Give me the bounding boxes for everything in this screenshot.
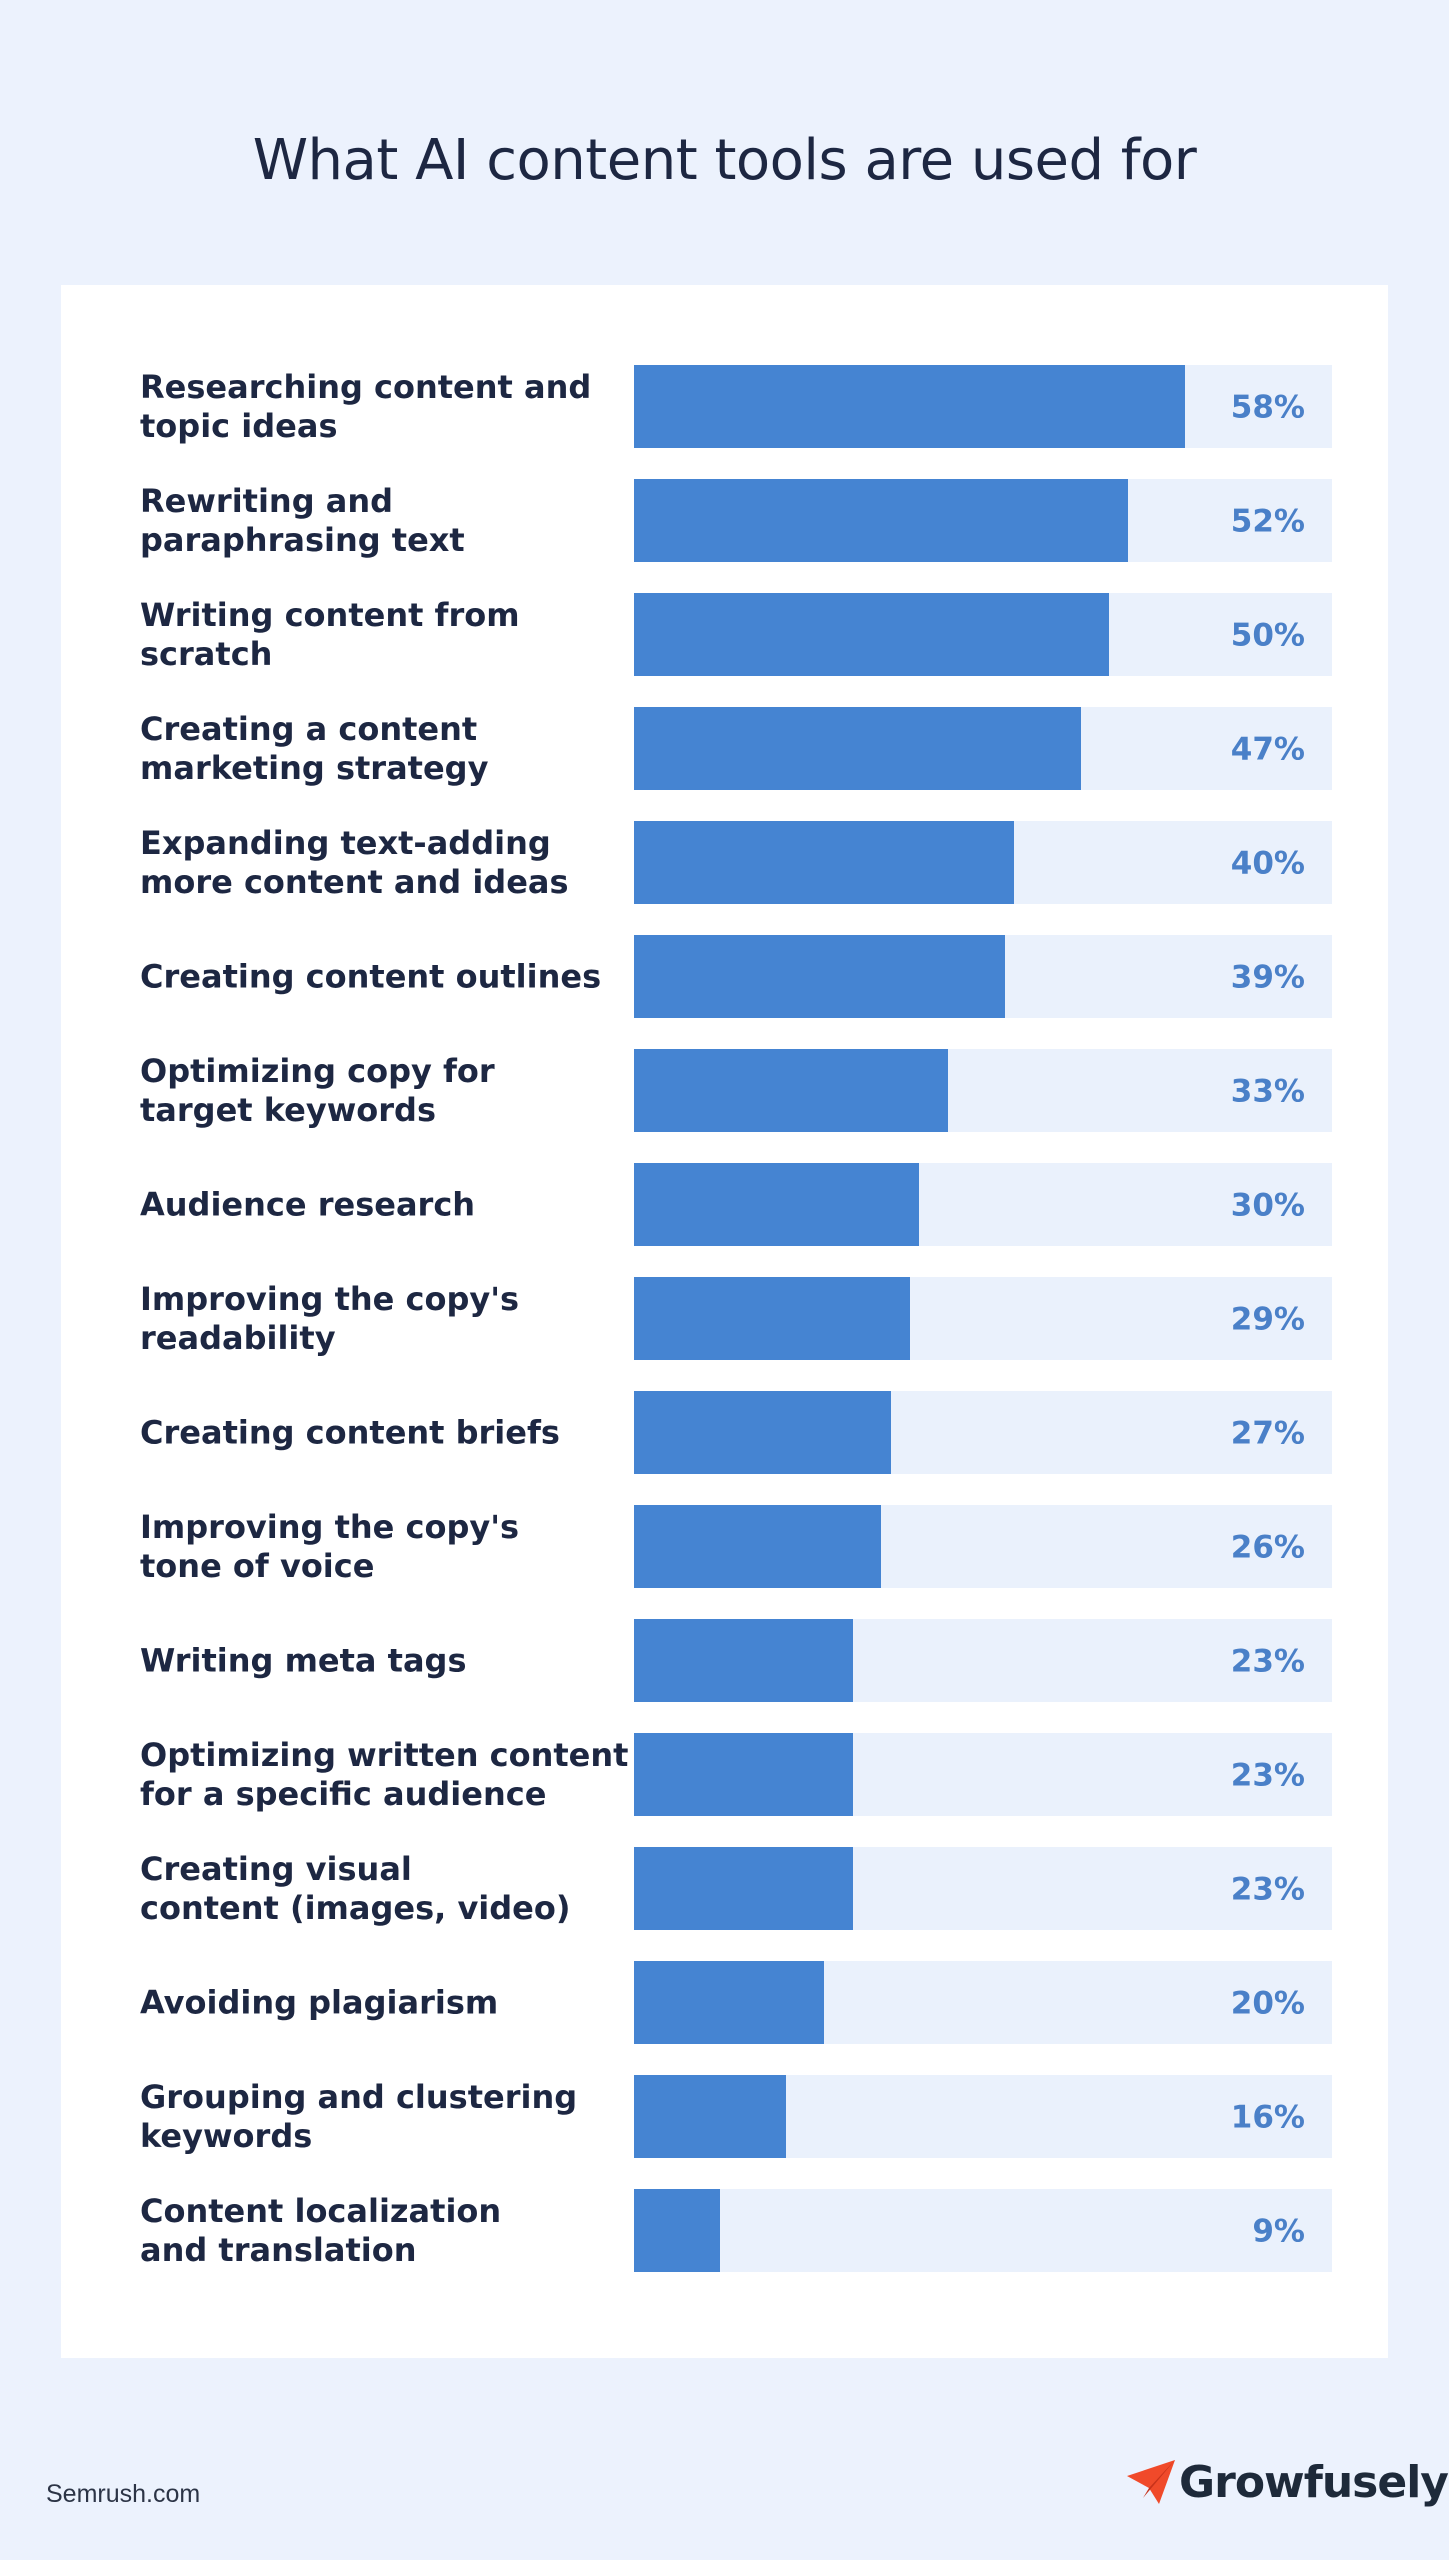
value-label: 16% <box>1231 2100 1305 2136</box>
category-label: Grouping and clustering keywords <box>140 2078 577 2155</box>
value-label: 39% <box>1231 960 1305 996</box>
category-label-line: Avoiding plagiarism <box>140 1984 498 2022</box>
category-label-line: and translation <box>140 2231 417 2269</box>
category-label: Improving the copy's tone of voice <box>140 1508 519 1585</box>
value-label: 9% <box>1252 2214 1305 2250</box>
category-label-line: target keywords <box>140 1091 436 1129</box>
category-label: Optimizing written content for a specific… <box>140 1736 628 1813</box>
category-label-line: Optimizing written content <box>140 1736 628 1774</box>
bar-rows: Researching content and topic ideas 58% Rew… <box>140 365 1332 2272</box>
category-label-line: topic ideas <box>140 407 337 445</box>
category-label-line: content (images, video) <box>140 1889 570 1927</box>
category-label-line: readability <box>140 1319 336 1357</box>
category-label: Creating a content marketing strategy <box>140 710 489 787</box>
bar <box>634 593 1109 676</box>
bar <box>634 2189 720 2272</box>
bar <box>634 1049 948 1132</box>
bar <box>634 1391 891 1474</box>
brand-logo: Growfusely <box>1125 2450 1449 2514</box>
bar <box>634 365 1185 448</box>
category-label-line: Grouping and clustering <box>140 2078 577 2116</box>
category-label: Writing content from scratch <box>140 596 520 673</box>
paper-plane-icon <box>1127 2460 1175 2504</box>
value-label: 47% <box>1231 732 1305 768</box>
bar <box>634 1163 919 1246</box>
value-label: 40% <box>1231 846 1305 882</box>
bar <box>634 1961 824 2044</box>
chart-title: What AI content tools are used for <box>252 128 1197 193</box>
category-label-line: Audience research <box>140 1186 475 1224</box>
category-label-line: Optimizing copy for <box>140 1052 495 1090</box>
category-label: Researching content and topic ideas <box>140 368 591 445</box>
value-label: 52% <box>1231 504 1305 540</box>
bar <box>634 1505 881 1588</box>
category-label-line: paraphrasing text <box>140 521 465 559</box>
category-label-line: tone of voice <box>140 1547 374 1585</box>
category-label-line: Content localization <box>140 2192 501 2230</box>
category-label-line: Expanding text-adding <box>140 824 551 862</box>
value-label: 23% <box>1231 1644 1305 1680</box>
bar <box>634 1277 910 1360</box>
bar <box>634 821 1014 904</box>
value-label: 27% <box>1231 1416 1305 1452</box>
category-label-line: Improving the copy's <box>140 1508 519 1546</box>
category-label-line: more content and ideas <box>140 863 569 901</box>
category-label-line: keywords <box>140 2117 312 2155</box>
category-label: Avoiding plagiarism <box>140 1984 498 2022</box>
value-label: 23% <box>1231 1872 1305 1908</box>
bar <box>634 707 1081 790</box>
category-label-line: Improving the copy's <box>140 1280 519 1318</box>
category-label: Expanding text-adding more content and id… <box>140 824 569 901</box>
category-label-line: Writing meta tags <box>140 1642 467 1680</box>
category-label-line: Writing content from <box>140 596 520 634</box>
value-label: 20% <box>1231 1986 1305 2022</box>
bar-track <box>634 2189 1332 2272</box>
value-label: 29% <box>1231 1302 1305 1338</box>
category-label-line: marketing strategy <box>140 749 489 787</box>
value-label: 26% <box>1231 1530 1305 1566</box>
bar <box>634 1733 853 1816</box>
bar <box>634 479 1128 562</box>
category-label-line: for a specific audience <box>140 1775 546 1813</box>
category-label-line: Rewriting and <box>140 482 393 520</box>
category-label-line: Creating content outlines <box>140 958 601 996</box>
category-label-line: scratch <box>140 635 272 673</box>
value-label: 23% <box>1231 1758 1305 1794</box>
bar <box>634 2075 786 2158</box>
bar <box>634 1847 853 1930</box>
category-label: Creating content outlines <box>140 958 601 996</box>
category-label-line: Creating a content <box>140 710 477 748</box>
category-label: Content localization and translation <box>140 2192 501 2269</box>
category-label: Creating visual content (images, video) <box>140 1850 570 1927</box>
value-label: 30% <box>1231 1188 1305 1224</box>
category-label: Optimizing copy for target keywords <box>140 1052 495 1129</box>
category-label: Rewriting and paraphrasing text <box>140 482 465 559</box>
brand-name: Growfusely <box>1179 2456 1449 2508</box>
source-label: Semrush.com <box>46 2480 201 2508</box>
bar <box>634 935 1005 1018</box>
category-label: Writing meta tags <box>140 1642 467 1680</box>
value-label: 50% <box>1231 618 1305 654</box>
category-label: Creating content briefs <box>140 1414 560 1452</box>
category-label: Improving the copy's readability <box>140 1280 519 1357</box>
category-label: Audience research <box>140 1186 475 1224</box>
bar <box>634 1619 853 1702</box>
category-label-line: Creating visual <box>140 1850 412 1888</box>
value-label: 33% <box>1231 1074 1305 1110</box>
value-label: 58% <box>1231 390 1305 426</box>
category-label-line: Creating content briefs <box>140 1414 560 1452</box>
category-label-line: Researching content and <box>140 368 591 406</box>
